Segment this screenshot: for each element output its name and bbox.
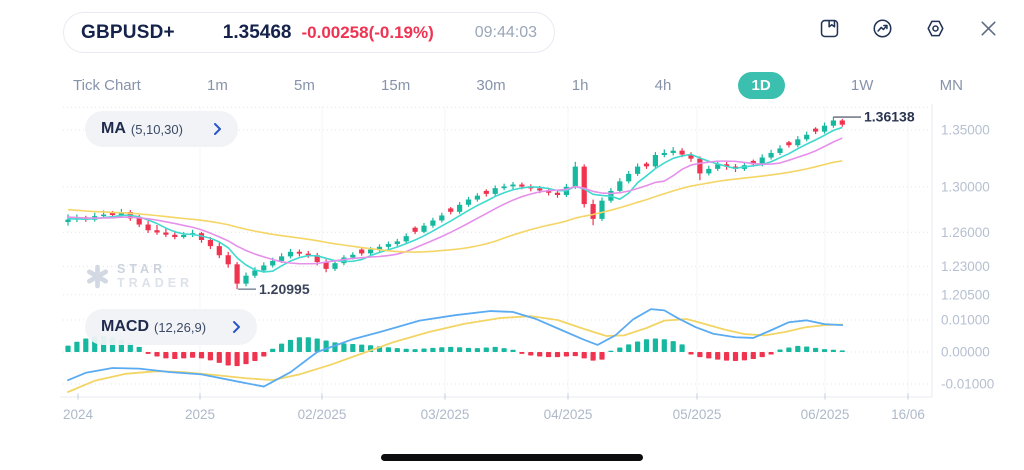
price-axis-label: 1.20500 bbox=[941, 287, 990, 302]
time-axis-label: 16/06 bbox=[891, 407, 925, 422]
price-axis-label: 1.23000 bbox=[941, 259, 990, 274]
tab-tick-chart[interactable]: Tick Chart bbox=[73, 76, 141, 94]
time-axis-label: 2024 bbox=[63, 407, 94, 422]
tab-1w[interactable]: 1W bbox=[850, 76, 874, 94]
symbol-label: GBPUSD+ bbox=[81, 21, 175, 43]
macd-axis-label: 0.01000 bbox=[941, 313, 990, 328]
last-high-annotation: 1.36138 bbox=[864, 109, 915, 125]
time-axis-label: 02/2025 bbox=[298, 407, 347, 422]
price-change: -0.00258(-0.19%) bbox=[301, 22, 434, 42]
ma-params: (5,10,30) bbox=[130, 121, 183, 137]
tab-4h[interactable]: 4h bbox=[654, 76, 672, 94]
low-annotation: 1.20995 bbox=[259, 281, 310, 297]
tab-5m[interactable]: 5m bbox=[294, 76, 315, 94]
tab-1m[interactable]: 1m bbox=[206, 76, 228, 94]
macd-indicator-pill[interactable]: MACD (12,26,9) bbox=[85, 309, 257, 345]
brand-watermark: STAR TRADER bbox=[85, 262, 193, 290]
ma-label: MA bbox=[101, 120, 126, 137]
bookmark-icon[interactable] bbox=[818, 17, 841, 40]
home-indicator-bar[interactable] bbox=[381, 454, 643, 461]
macd-label: MACD bbox=[101, 318, 149, 335]
macd-params: (12,26,9) bbox=[154, 319, 207, 335]
price-axis-label: 1.26000 bbox=[941, 225, 990, 240]
star-logo-icon bbox=[86, 264, 109, 288]
time-axis-label: 05/2025 bbox=[673, 407, 722, 422]
time-axis-label: 03/2025 bbox=[421, 407, 470, 422]
tab-1d[interactable]: 1D bbox=[737, 71, 785, 99]
time-axis-label: 04/2025 bbox=[544, 407, 593, 422]
tab-30m[interactable]: 30m bbox=[476, 76, 506, 94]
watermark-line1: STAR bbox=[117, 262, 167, 276]
header-toolbar bbox=[818, 17, 1000, 40]
last-price: 1.35468 bbox=[222, 21, 292, 43]
settings-icon[interactable] bbox=[924, 17, 947, 40]
time-axis-label: 2025 bbox=[185, 407, 215, 422]
watermark-line2: TRADER bbox=[117, 276, 194, 290]
tab-15m[interactable]: 15m bbox=[381, 76, 411, 94]
close-icon[interactable] bbox=[977, 17, 1000, 40]
timeframe-tabs: Tick Chart 1m 5m 15m 30m 1h 4h 1D 1W MN bbox=[73, 70, 963, 100]
chevron-right-icon bbox=[213, 122, 222, 136]
macd-axis-label: -0.01000 bbox=[941, 377, 994, 392]
price-axis-label: 1.30000 bbox=[941, 179, 990, 194]
trend-circle-icon[interactable] bbox=[871, 17, 894, 40]
time-axis-label: 06/2025 bbox=[801, 407, 850, 422]
chevron-right-icon bbox=[232, 320, 241, 334]
quote-summary-pill[interactable]: GBPUSD+ 1.35468 -0.00258(-0.19%) 09:44:0… bbox=[63, 12, 555, 53]
tab-1h[interactable]: 1h bbox=[571, 76, 589, 94]
price-axis-label: 1.35000 bbox=[941, 123, 990, 138]
ma-indicator-pill[interactable]: MA (5,10,30) bbox=[85, 111, 238, 147]
quote-time: 09:44:03 bbox=[474, 23, 537, 41]
macd-axis-label: 0.00000 bbox=[941, 345, 990, 360]
tab-mn[interactable]: MN bbox=[939, 76, 963, 94]
